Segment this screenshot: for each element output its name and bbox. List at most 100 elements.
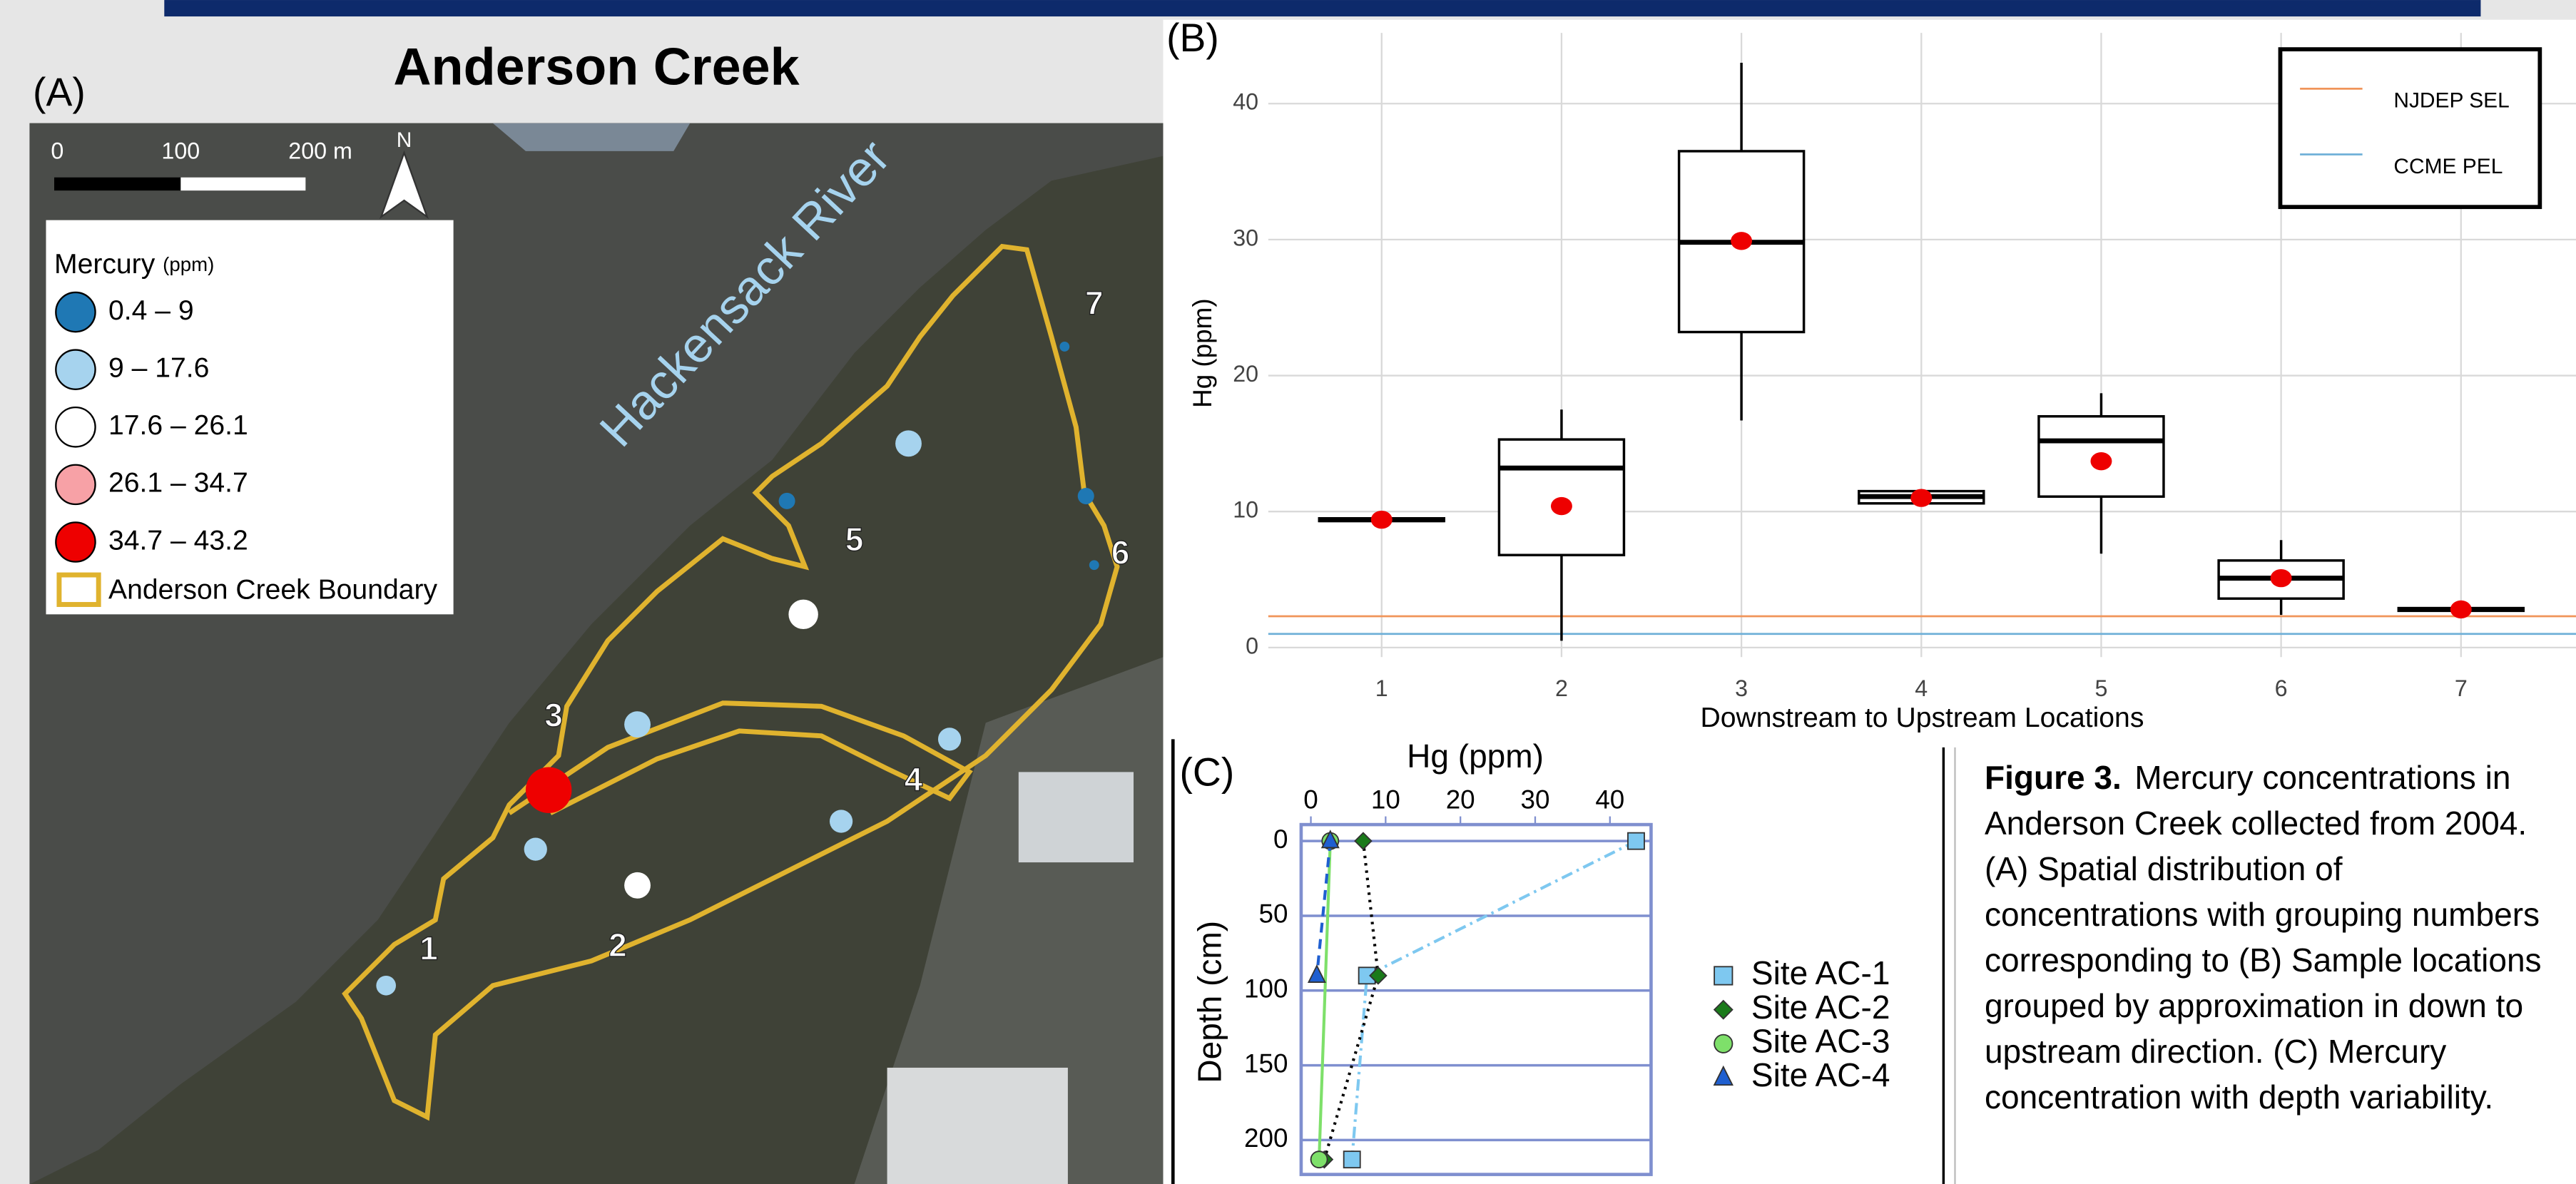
scale-bar [54, 178, 180, 190]
group-label: 1 [419, 930, 438, 967]
mean-dot [1371, 511, 1393, 529]
scale-label: 200 m [288, 138, 352, 164]
y-axis-label: Hg (ppm) [1188, 298, 1217, 407]
legend-title: Mercury [54, 249, 156, 280]
legend-key [56, 292, 95, 332]
sample-point [624, 872, 651, 899]
caption-text: Mercury concentrations in [2134, 759, 2510, 796]
legend-label: 34.7 – 43.2 [108, 525, 248, 556]
mean-dot [1910, 489, 1932, 506]
marker [1628, 833, 1644, 849]
x-tick-label: 2 [1555, 675, 1568, 701]
map-water [493, 123, 690, 151]
legend-label: Anderson Creek Boundary [108, 574, 438, 605]
legend-box [2280, 49, 2540, 207]
marker [1714, 966, 1732, 984]
group-label: 4 [905, 760, 923, 797]
legend-label: Site AC-1 [1751, 954, 1890, 991]
map-building [887, 1068, 1068, 1184]
marker [1714, 1035, 1732, 1053]
y-tick-label: 10 [1233, 497, 1258, 523]
group-label: 6 [1111, 534, 1130, 571]
sample-point [779, 493, 795, 509]
mean-dot [2450, 601, 2472, 618]
caption-line: upstream direction. (C) Mercury [1985, 1033, 2446, 1070]
y-tick-label: 0 [1273, 825, 1288, 854]
scale-label: 100 [161, 138, 200, 164]
y-tick-label: 100 [1244, 974, 1288, 1004]
legend-key [56, 350, 95, 389]
marker [1344, 1151, 1360, 1168]
group-label: 5 [845, 521, 864, 558]
y-tick-label: 30 [1233, 225, 1258, 250]
legend-label: NJDEP SEL [2393, 89, 2509, 113]
caption-label: Figure 3. [1985, 759, 2122, 796]
map-title: Anderson Creek [393, 37, 800, 96]
figure: (A) Anderson Creek Hackensack River 0 10… [0, 0, 2576, 1184]
x-tick-label: 20 [1446, 785, 1475, 815]
legend-label: CCME PEL [2393, 155, 2503, 178]
legend-label: Site AC-4 [1751, 1056, 1890, 1093]
sample-point [1089, 560, 1099, 570]
page: (A) Anderson Creek Hackensack River 0 10… [0, 0, 2576, 1184]
caption-line: (A) Spatial distribution of [1985, 850, 2343, 887]
caption-line: concentration with depth variability. [1985, 1078, 2493, 1116]
marker [1311, 1151, 1328, 1168]
x-tick-label: 0 [1303, 785, 1318, 815]
panel-label: (B) [1166, 16, 1219, 60]
x-tick-label: 4 [1915, 675, 1928, 701]
x-tick-label: 6 [2275, 675, 2288, 701]
caption-line: concentrations with grouping numbers [1985, 896, 2540, 933]
panel-label: (A) [33, 70, 86, 114]
sample-point [895, 430, 922, 456]
banner [164, 0, 2480, 16]
y-tick-label: 150 [1244, 1048, 1288, 1078]
sample-point [1078, 488, 1094, 504]
x-axis-label: Downstream to Upstream Locations [1700, 703, 2144, 733]
y-axis-label: Depth (cm) [1191, 921, 1228, 1083]
panel-label: (C) [1180, 750, 1235, 795]
x-tick-label: 30 [1521, 785, 1550, 815]
x-tick-label: 3 [1735, 675, 1748, 701]
legend-key [56, 407, 95, 446]
mean-dot [1551, 497, 1572, 515]
sample-point [938, 728, 961, 750]
x-tick-label: 10 [1371, 785, 1400, 815]
mean-dot [1731, 232, 1752, 250]
y-tick-label: 0 [1246, 633, 1258, 658]
scale-label: 0 [51, 138, 63, 164]
caption-line: grouped by approximation in down to [1985, 987, 2523, 1024]
legend-label: 26.1 – 34.7 [108, 468, 248, 499]
legend-unit: (ppm) [163, 253, 214, 275]
caption-line: Anderson Creek collected from 2004. [1985, 805, 2527, 842]
legend-label: 9 – 17.6 [108, 353, 209, 384]
sample-point [526, 767, 571, 812]
x-axis-label: Hg (ppm) [1407, 738, 1544, 775]
x-tick-label: 7 [2455, 675, 2468, 701]
sample-point [788, 600, 818, 629]
plot-frame [1301, 825, 1651, 1175]
x-tick-label: 1 [1375, 675, 1388, 701]
sample-point [830, 810, 852, 832]
y-tick-label: 20 [1233, 361, 1258, 387]
legend-label: Site AC-2 [1751, 989, 1890, 1026]
mean-dot [2271, 569, 2292, 587]
legend-key [56, 465, 95, 504]
group-label: 7 [1085, 285, 1104, 322]
caption-line: corresponding to (B) Sample locations [1985, 941, 2542, 979]
group-label: 3 [544, 697, 563, 734]
sample-point [376, 976, 396, 996]
north-label: N [397, 128, 412, 152]
legend-label: 17.6 – 26.1 [108, 410, 248, 441]
sample-point [1059, 342, 1069, 352]
sample-point [624, 711, 651, 738]
mean-dot [2090, 452, 2112, 470]
map-building [1019, 772, 1134, 862]
caption-line: Figure 3. Mercury concentrations in [1985, 759, 2511, 796]
legend-key [56, 522, 95, 561]
legend-label: Site AC-3 [1751, 1022, 1890, 1059]
sample-point [524, 838, 547, 861]
x-tick-label: 5 [2094, 675, 2107, 701]
y-tick-label: 200 [1244, 1123, 1288, 1153]
group-label: 2 [609, 927, 627, 964]
